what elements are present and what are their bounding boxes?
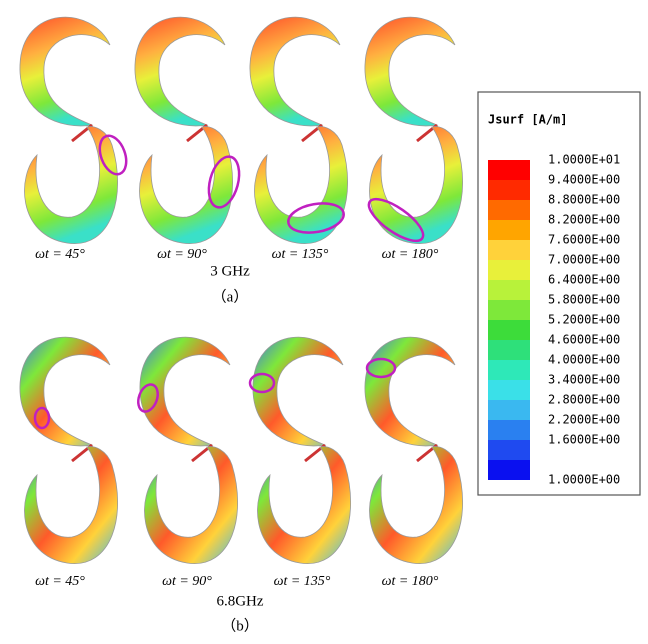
phase-label: ωt = 135° xyxy=(274,574,331,589)
highlight xyxy=(367,197,425,243)
highlight xyxy=(207,155,241,209)
legend-swatch xyxy=(488,300,530,320)
phase-label: ωt = 45° xyxy=(35,247,85,262)
legend-swatch xyxy=(488,400,530,420)
legend-label: 1.0000E+00 xyxy=(548,473,620,487)
legend-label: 4.0000E+00 xyxy=(548,353,620,367)
current-shape xyxy=(363,335,465,566)
legend-swatch xyxy=(488,380,530,400)
legend-label: 9.4000E+00 xyxy=(548,173,620,187)
legend-label: 8.8000E+00 xyxy=(548,193,620,207)
panel-b-shapes xyxy=(18,335,465,566)
legend-label: 7.6000E+00 xyxy=(548,233,620,247)
caption: （b） xyxy=(221,617,259,634)
highlight xyxy=(287,202,345,234)
legend-label: 7.0000E+00 xyxy=(548,253,620,267)
current-shape xyxy=(138,335,240,566)
legend-swatch xyxy=(488,160,530,180)
legend-label: 6.4000E+00 xyxy=(548,273,620,287)
phase-label: ωt = 90° xyxy=(157,247,207,262)
phase-label: ωt = 45° xyxy=(35,574,85,589)
phase-label: ωt = 90° xyxy=(162,574,212,589)
current-shape xyxy=(133,15,235,246)
legend-swatch xyxy=(488,240,530,260)
legend-swatch xyxy=(488,200,530,220)
current-shape xyxy=(251,335,353,566)
legend-swatch xyxy=(488,360,530,380)
legend-swatch xyxy=(488,340,530,360)
legend-label: 5.2000E+00 xyxy=(548,313,620,327)
legend-swatch xyxy=(488,180,530,200)
legend-label: 4.6000E+00 xyxy=(548,333,620,347)
phase-label: ωt = 135° xyxy=(272,247,329,262)
legend-label: 2.8000E+00 xyxy=(548,393,620,407)
legend-label: 1.0000E+01 xyxy=(548,153,620,167)
phase-label: ωt = 180° xyxy=(382,574,439,589)
frequency: 3 GHz xyxy=(210,263,250,279)
current-shape xyxy=(363,15,465,246)
legend-label: 8.2000E+00 xyxy=(548,213,620,227)
panel-a-shapes xyxy=(18,15,465,246)
phase-label: ωt = 180° xyxy=(382,247,439,262)
highlight xyxy=(98,134,128,176)
current-shape xyxy=(18,15,120,246)
legend-label: 5.8000E+00 xyxy=(548,293,620,307)
legend-label: 1.6000E+00 xyxy=(548,433,620,447)
caption: （a） xyxy=(212,288,249,305)
legend-swatch xyxy=(488,220,530,240)
legend-swatch xyxy=(488,440,530,460)
legend-swatch xyxy=(488,460,530,480)
highlight xyxy=(248,372,276,394)
frequency: 6.8GHz xyxy=(216,593,263,609)
highlight xyxy=(365,357,397,379)
legend-swatch xyxy=(488,320,530,340)
highlight xyxy=(137,383,159,413)
legend-title: Jsurf [A/m] xyxy=(488,113,567,127)
legend-label: 3.4000E+00 xyxy=(548,373,620,387)
legend: Jsurf [A/m] 1.0000E+01 9.4000E+00 8.8000E+… xyxy=(477,91,641,496)
current-shape xyxy=(18,335,120,566)
legend-swatch xyxy=(488,420,530,440)
legend-label: 2.2000E+00 xyxy=(548,413,620,427)
highlight xyxy=(33,406,51,430)
legend-swatch xyxy=(488,260,530,280)
legend-swatch xyxy=(488,280,530,300)
